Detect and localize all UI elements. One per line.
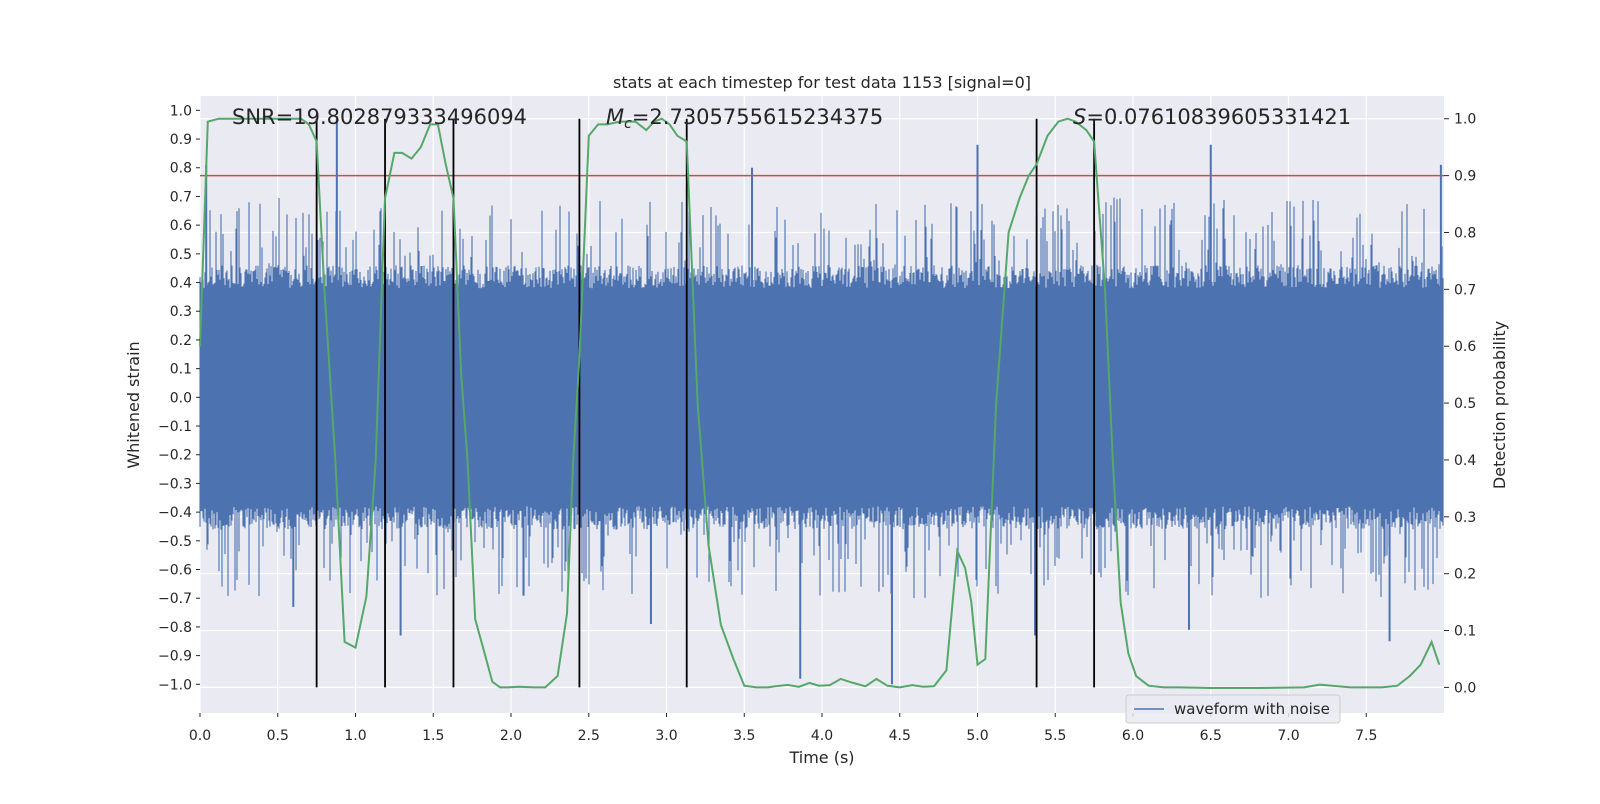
y-left-tick-label: −0.3 bbox=[158, 476, 192, 492]
y-left-tick-label: −0.6 bbox=[158, 563, 192, 579]
y-left-tick-label: 0.2 bbox=[170, 333, 192, 349]
y-right-tick-label: 0.1 bbox=[1454, 624, 1476, 640]
annotation-s: S=0.07610839605331421 bbox=[1073, 105, 1351, 129]
legend-box bbox=[1125, 694, 1341, 724]
legend-label-waveform: waveform with noise bbox=[1174, 700, 1330, 718]
annotation-mc-value: =2.7305755615234375 bbox=[632, 105, 883, 129]
y-left-tick-label: −0.7 bbox=[158, 591, 192, 607]
x-tick-label: 3.0 bbox=[655, 728, 677, 744]
y-left-tick-label: −0.4 bbox=[158, 505, 192, 521]
y-right-tick-label: 0.4 bbox=[1454, 453, 1476, 469]
annotation-snr: SNR=19.802879333496094 bbox=[232, 105, 527, 129]
y-left-tick-label: 0.8 bbox=[170, 161, 192, 177]
y-left-tick-label: 0.7 bbox=[170, 189, 192, 205]
y-left-tick-label: −1.0 bbox=[158, 677, 192, 693]
y-right-tick-label: 0.7 bbox=[1454, 282, 1476, 298]
y-right-tick-label: 0.8 bbox=[1454, 225, 1476, 241]
y-right-tick-label: 0.3 bbox=[1454, 510, 1476, 526]
y-left-tick-label: −0.8 bbox=[158, 620, 192, 636]
y-right-tick-label: 0.6 bbox=[1454, 339, 1476, 355]
x-tick-label: 5.0 bbox=[966, 728, 988, 744]
y-left-tick-label: 0.1 bbox=[170, 362, 192, 378]
y-right-tick-label: 0.5 bbox=[1454, 396, 1476, 412]
annotation-mc-subscript: c bbox=[624, 116, 632, 132]
x-tick-label: 5.5 bbox=[1044, 728, 1066, 744]
x-tick-label: 0.5 bbox=[267, 728, 289, 744]
x-tick-label: 2.5 bbox=[578, 728, 600, 744]
y-right-tick-label: 0.9 bbox=[1454, 169, 1476, 185]
x-tick-label: 3.5 bbox=[733, 728, 755, 744]
y-left-tick-label: 1.0 bbox=[170, 103, 192, 119]
y-left-tick-label: −0.5 bbox=[158, 534, 192, 550]
x-tick-label: 1.0 bbox=[344, 728, 366, 744]
y-left-tick-label: 0.0 bbox=[170, 390, 192, 406]
probability-series bbox=[199, 117, 1441, 689]
x-tick-label: 4.0 bbox=[811, 728, 833, 744]
legend: waveform with noise bbox=[1125, 694, 1341, 724]
x-tick-label: 2.0 bbox=[500, 728, 522, 744]
x-tick-label: 1.5 bbox=[422, 728, 444, 744]
annotation-s-symbol: S bbox=[1073, 105, 1086, 129]
x-tick-label: 6.0 bbox=[1122, 728, 1144, 744]
x-tick-label: 7.5 bbox=[1355, 728, 1377, 744]
y-left-tick-label: 0.3 bbox=[170, 304, 192, 320]
y-right-tick-label: 0.2 bbox=[1454, 567, 1476, 583]
y-left-tick-label: 0.9 bbox=[170, 132, 192, 148]
y-axis-label-left: Whitened strain bbox=[124, 341, 143, 468]
y-right-tick-label: 1.0 bbox=[1454, 112, 1476, 128]
y-left-tick-label: 0.4 bbox=[170, 276, 192, 292]
chart-title: stats at each timestep for test data 115… bbox=[613, 73, 1031, 92]
y-axis-label-right: Detection probability bbox=[1490, 321, 1509, 489]
x-tick-label: 0.0 bbox=[189, 728, 211, 744]
waveform-series bbox=[199, 116, 1444, 685]
y-left-tick-label: 0.6 bbox=[170, 218, 192, 234]
x-tick-label: 6.5 bbox=[1200, 728, 1222, 744]
annotation-mc-symbol: M bbox=[606, 105, 624, 129]
annotation-mc: Mc=2.7305755615234375 bbox=[606, 105, 883, 132]
x-axis-label: Time (s) bbox=[788, 748, 854, 767]
x-tick-label: 4.5 bbox=[889, 728, 911, 744]
y-right-tick-label: 0.0 bbox=[1454, 680, 1476, 696]
x-tick-label: 7.0 bbox=[1277, 728, 1299, 744]
y-left-tick-label: −0.2 bbox=[158, 448, 192, 464]
y-ticks-right: 1.0 0.9 0.8 0.7 0.6 0.5 0.4 0.3 0.2 0.1 0.0 bbox=[1444, 112, 1476, 696]
y-left-tick-label: −0.1 bbox=[158, 419, 192, 435]
x-ticks: 0.0 0.5 1.0 1.5 2.0 2.5 3.0 3.5 4.0 4.5 5.0 5.5 6.0 6… bbox=[189, 713, 1377, 744]
probability-line bbox=[199, 117, 1441, 689]
annotation-s-value: =0.07610839605331421 bbox=[1086, 105, 1351, 129]
y-left-tick-label: −0.9 bbox=[158, 649, 192, 665]
y-ticks-left: 1.0 0.9 0.8 0.7 0.6 0.5 0.4 0.3 0.2 0.1 0.0 −0.1 −0.… bbox=[158, 103, 200, 693]
y-left-tick-label: 0.5 bbox=[170, 247, 192, 263]
